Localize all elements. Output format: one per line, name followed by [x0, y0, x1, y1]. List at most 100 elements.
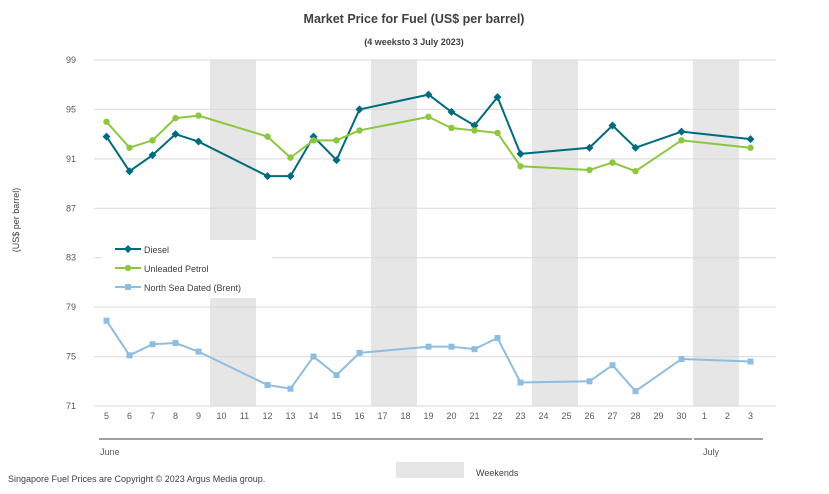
x-tick-label-27: 1: [702, 411, 707, 421]
x-tick-label-15: 19: [423, 411, 433, 421]
x-tick-label-17: 21: [469, 411, 479, 421]
weekends-legend-swatch: [396, 462, 464, 478]
month-label-july: July: [703, 447, 720, 457]
legend-label-unleaded-petrol: Unleaded Petrol: [144, 264, 209, 274]
data-point-north-sea-dated-brent-11: [425, 343, 432, 350]
data-point-unleaded-petrol-19: [678, 137, 685, 144]
x-tick-label-29: 3: [748, 411, 753, 421]
data-point-diesel-17: [608, 121, 617, 130]
data-point-unleaded-petrol-4: [172, 114, 179, 122]
x-tick-label-1: 5: [104, 411, 109, 421]
data-point-north-sea-dated-brent-8: [310, 353, 317, 360]
data-point-diesel-9: [332, 156, 341, 165]
data-point-north-sea-dated-brent-14: [494, 335, 501, 342]
x-tick-label-2: 6: [127, 411, 132, 421]
data-point-north-sea-dated-brent-1: [103, 317, 110, 324]
data-point-diesel-2: [125, 167, 134, 176]
data-point-unleaded-petrol-8: [310, 137, 317, 144]
data-point-unleaded-petrol-7: [287, 154, 294, 161]
weekends-legend: Weekends: [396, 462, 519, 478]
data-point-unleaded-petrol-15: [517, 163, 524, 170]
y-tick-label-91: 91: [66, 154, 76, 164]
data-point-unleaded-petrol-2: [126, 144, 133, 151]
y-tick-label-75: 75: [66, 352, 76, 362]
x-tick-label-25: 29: [653, 411, 663, 421]
data-point-north-sea-dated-brent-3: [149, 341, 156, 348]
data-point-diesel-1: [102, 132, 111, 141]
data-point-north-sea-dated-brent-19: [678, 356, 685, 363]
data-point-unleaded-petrol-10: [356, 127, 363, 134]
x-tick-label-11: 15: [331, 411, 341, 421]
data-point-unleaded-petrol-5: [195, 112, 202, 119]
data-point-north-sea-dated-brent-7: [287, 385, 294, 392]
x-tick-label-26: 30: [676, 411, 686, 421]
x-tick-label-8: 12: [262, 411, 272, 421]
data-point-north-sea-dated-brent-15: [517, 379, 524, 386]
data-point-north-sea-dated-brent-20: [747, 358, 754, 365]
x-tick-label-18: 22: [492, 411, 502, 421]
series-lines: [102, 90, 755, 395]
x-tick-label-4: 8: [173, 411, 178, 421]
data-point-diesel-14: [493, 93, 502, 102]
data-point-north-sea-dated-brent-12: [448, 343, 455, 350]
weekend-bands: [210, 60, 739, 406]
data-point-diesel-11: [424, 90, 433, 99]
data-point-diesel-6: [263, 172, 272, 181]
x-tick-label-3: 7: [150, 411, 155, 421]
data-point-north-sea-dated-brent-9: [333, 372, 340, 379]
data-point-unleaded-petrol-9: [333, 137, 340, 144]
chart-subtitle: (4 weeksto 3 July 2023): [364, 37, 464, 47]
data-point-unleaded-petrol-1: [103, 118, 110, 125]
data-point-diesel-5: [194, 137, 203, 146]
x-tick-label-10: 14: [308, 411, 318, 421]
y-tick-label-71: 71: [66, 401, 76, 411]
x-tick-label-12: 16: [354, 411, 364, 421]
data-point-diesel-13: [470, 121, 479, 130]
data-point-diesel-15: [516, 149, 525, 158]
weekend-band-1: [210, 60, 256, 406]
chart-title: Market Price for Fuel (US$ per barrel): [304, 12, 525, 26]
weekend-band-2: [371, 60, 417, 406]
x-tick-label-24: 28: [630, 411, 640, 421]
data-point-unleaded-petrol-12: [448, 124, 455, 132]
data-point-north-sea-dated-brent-5: [195, 348, 202, 355]
data-point-diesel-4: [171, 130, 180, 139]
series-line-unleaded-petrol: [105, 114, 751, 173]
data-point-north-sea-dated-brent-4: [172, 339, 179, 346]
data-point-unleaded-petrol-6: [264, 133, 271, 140]
data-point-diesel-16: [585, 143, 594, 152]
x-tick-label-20: 24: [538, 411, 548, 421]
data-point-north-sea-dated-brent-6: [264, 381, 271, 388]
y-tick-label-83: 83: [66, 253, 76, 263]
series-unleaded-petrol: [103, 112, 754, 175]
y-tick-label-87: 87: [66, 203, 76, 213]
y-tick-label-95: 95: [66, 104, 76, 114]
x-tick-label-9: 13: [285, 411, 295, 421]
legend-label-north-sea-dated-brent: North Sea Dated (Brent): [144, 283, 241, 293]
data-point-diesel-19: [677, 127, 686, 136]
x-tick-label-23: 27: [607, 411, 617, 421]
data-point-unleaded-petrol-16: [586, 166, 593, 174]
data-point-diesel-3: [148, 151, 157, 160]
month-label-june: June: [100, 447, 120, 457]
x-tick-label-16: 20: [446, 411, 456, 421]
x-tick-label-28: 2: [725, 411, 730, 421]
data-point-unleaded-petrol-17: [609, 159, 616, 166]
y-axis-label: (US$ per barrel): [11, 188, 21, 253]
x-tick-label-14: 18: [400, 411, 410, 421]
series-line-diesel: [105, 93, 751, 178]
weekend-band-4: [693, 60, 739, 406]
x-tick-label-19: 23: [515, 411, 525, 421]
data-point-north-sea-dated-brent-17: [609, 362, 616, 369]
legend: Diesel Unleaded Petrol North Sea Dated (Br…: [115, 245, 241, 293]
copyright-text: Singapore Fuel Prices are Copyright © 20…: [8, 474, 265, 484]
weekend-band-3: [532, 60, 578, 406]
series-north-sea-dated-brent: [103, 317, 754, 395]
data-point-diesel-12: [447, 107, 456, 116]
y-tick-label-79: 79: [66, 302, 76, 312]
x-tick-label-6: 10: [216, 411, 226, 421]
weekends-legend-label: Weekends: [476, 468, 519, 478]
data-point-unleaded-petrol-13: [471, 127, 478, 134]
